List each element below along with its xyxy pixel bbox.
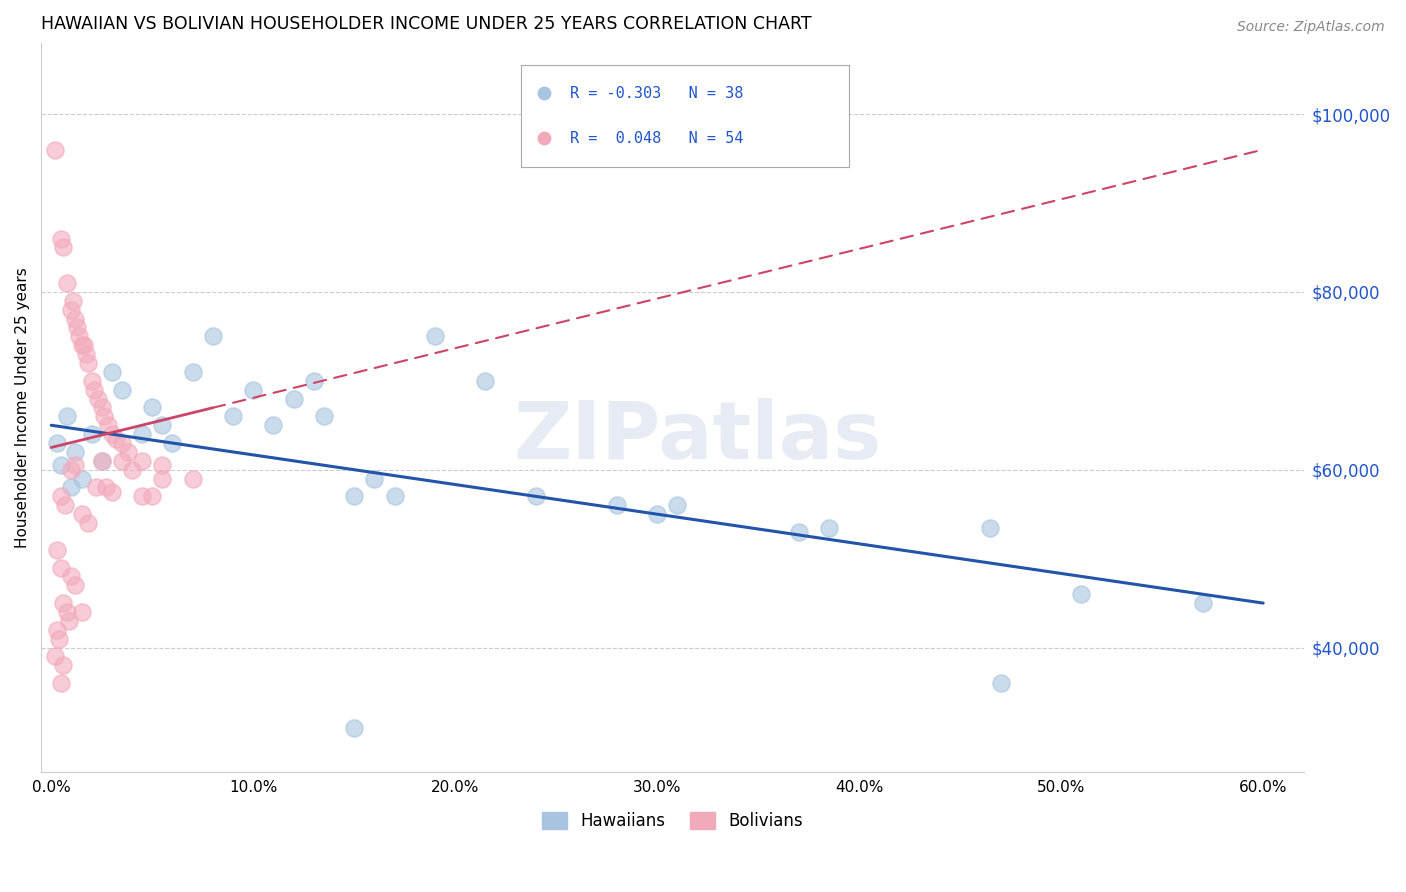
- Point: [131, 454, 153, 468]
- Point: [70, 507, 93, 521]
- Point: [46, 542, 69, 557]
- Text: ZIPatlas: ZIPatlas: [513, 398, 882, 475]
- Point: [48, 632, 70, 646]
- Point: [283, 392, 305, 406]
- Point: [60, 569, 83, 583]
- Point: [111, 436, 134, 450]
- Point: [150, 458, 173, 473]
- Point: [162, 436, 184, 450]
- Point: [302, 374, 325, 388]
- Point: [76, 356, 98, 370]
- Point: [70, 338, 93, 352]
- Point: [52, 658, 75, 673]
- Point: [65, 445, 87, 459]
- Point: [75, 347, 97, 361]
- Point: [80, 427, 103, 442]
- Point: [84, 481, 107, 495]
- Point: [66, 320, 89, 334]
- Point: [65, 311, 87, 326]
- Point: [65, 458, 87, 473]
- Point: [121, 463, 143, 477]
- Point: [181, 472, 204, 486]
- Point: [201, 329, 224, 343]
- Point: [384, 489, 406, 503]
- Point: [86, 392, 108, 406]
- Point: [65, 578, 87, 592]
- Point: [72, 338, 94, 352]
- Point: [343, 489, 366, 503]
- Point: [131, 489, 153, 503]
- Point: [94, 481, 117, 495]
- Point: [242, 383, 264, 397]
- Point: [111, 383, 134, 397]
- Point: [423, 329, 446, 343]
- Legend: Hawaiians, Bolivians: Hawaiians, Bolivians: [536, 805, 810, 837]
- Point: [44, 649, 66, 664]
- Point: [80, 374, 103, 388]
- Point: [58, 614, 80, 628]
- Point: [51, 489, 73, 503]
- Point: [150, 418, 173, 433]
- Point: [46, 436, 69, 450]
- Point: [181, 365, 204, 379]
- Point: [70, 605, 93, 619]
- Point: [131, 427, 153, 442]
- Point: [312, 409, 335, 424]
- Point: [60, 463, 83, 477]
- Point: [524, 489, 547, 503]
- Point: [474, 374, 496, 388]
- Point: [606, 498, 628, 512]
- Point: [1191, 596, 1213, 610]
- Point: [51, 458, 73, 473]
- Point: [56, 276, 79, 290]
- Point: [76, 516, 98, 530]
- Text: Source: ZipAtlas.com: Source: ZipAtlas.com: [1237, 20, 1385, 34]
- Point: [56, 409, 79, 424]
- Point: [97, 418, 120, 433]
- Text: HAWAIIAN VS BOLIVIAN HOUSEHOLDER INCOME UNDER 25 YEARS CORRELATION CHART: HAWAIIAN VS BOLIVIAN HOUSEHOLDER INCOME …: [41, 15, 811, 33]
- Point: [1070, 587, 1092, 601]
- Point: [90, 454, 112, 468]
- Point: [51, 560, 73, 574]
- Point: [645, 507, 668, 521]
- Y-axis label: Householder Income Under 25 years: Householder Income Under 25 years: [15, 267, 30, 548]
- Point: [787, 524, 810, 539]
- Point: [90, 454, 112, 468]
- Point: [93, 409, 115, 424]
- Point: [44, 143, 66, 157]
- Point: [52, 596, 75, 610]
- Point: [62, 293, 84, 308]
- Point: [104, 432, 127, 446]
- Point: [69, 329, 91, 343]
- Point: [51, 231, 73, 245]
- Point: [51, 676, 73, 690]
- Point: [990, 676, 1012, 690]
- Point: [60, 481, 83, 495]
- Point: [979, 520, 1001, 534]
- Point: [111, 454, 134, 468]
- Point: [53, 498, 76, 512]
- Point: [343, 721, 366, 735]
- Point: [363, 472, 385, 486]
- Point: [70, 472, 93, 486]
- Point: [818, 520, 841, 534]
- Point: [222, 409, 245, 424]
- Point: [101, 485, 124, 500]
- Point: [141, 489, 163, 503]
- Point: [150, 472, 173, 486]
- Point: [117, 445, 139, 459]
- Point: [46, 623, 69, 637]
- Point: [90, 401, 112, 415]
- Point: [52, 240, 75, 254]
- Point: [101, 427, 124, 442]
- Point: [101, 365, 124, 379]
- Point: [262, 418, 284, 433]
- Point: [83, 383, 105, 397]
- Point: [141, 401, 163, 415]
- Point: [60, 302, 83, 317]
- Point: [666, 498, 689, 512]
- Point: [56, 605, 79, 619]
